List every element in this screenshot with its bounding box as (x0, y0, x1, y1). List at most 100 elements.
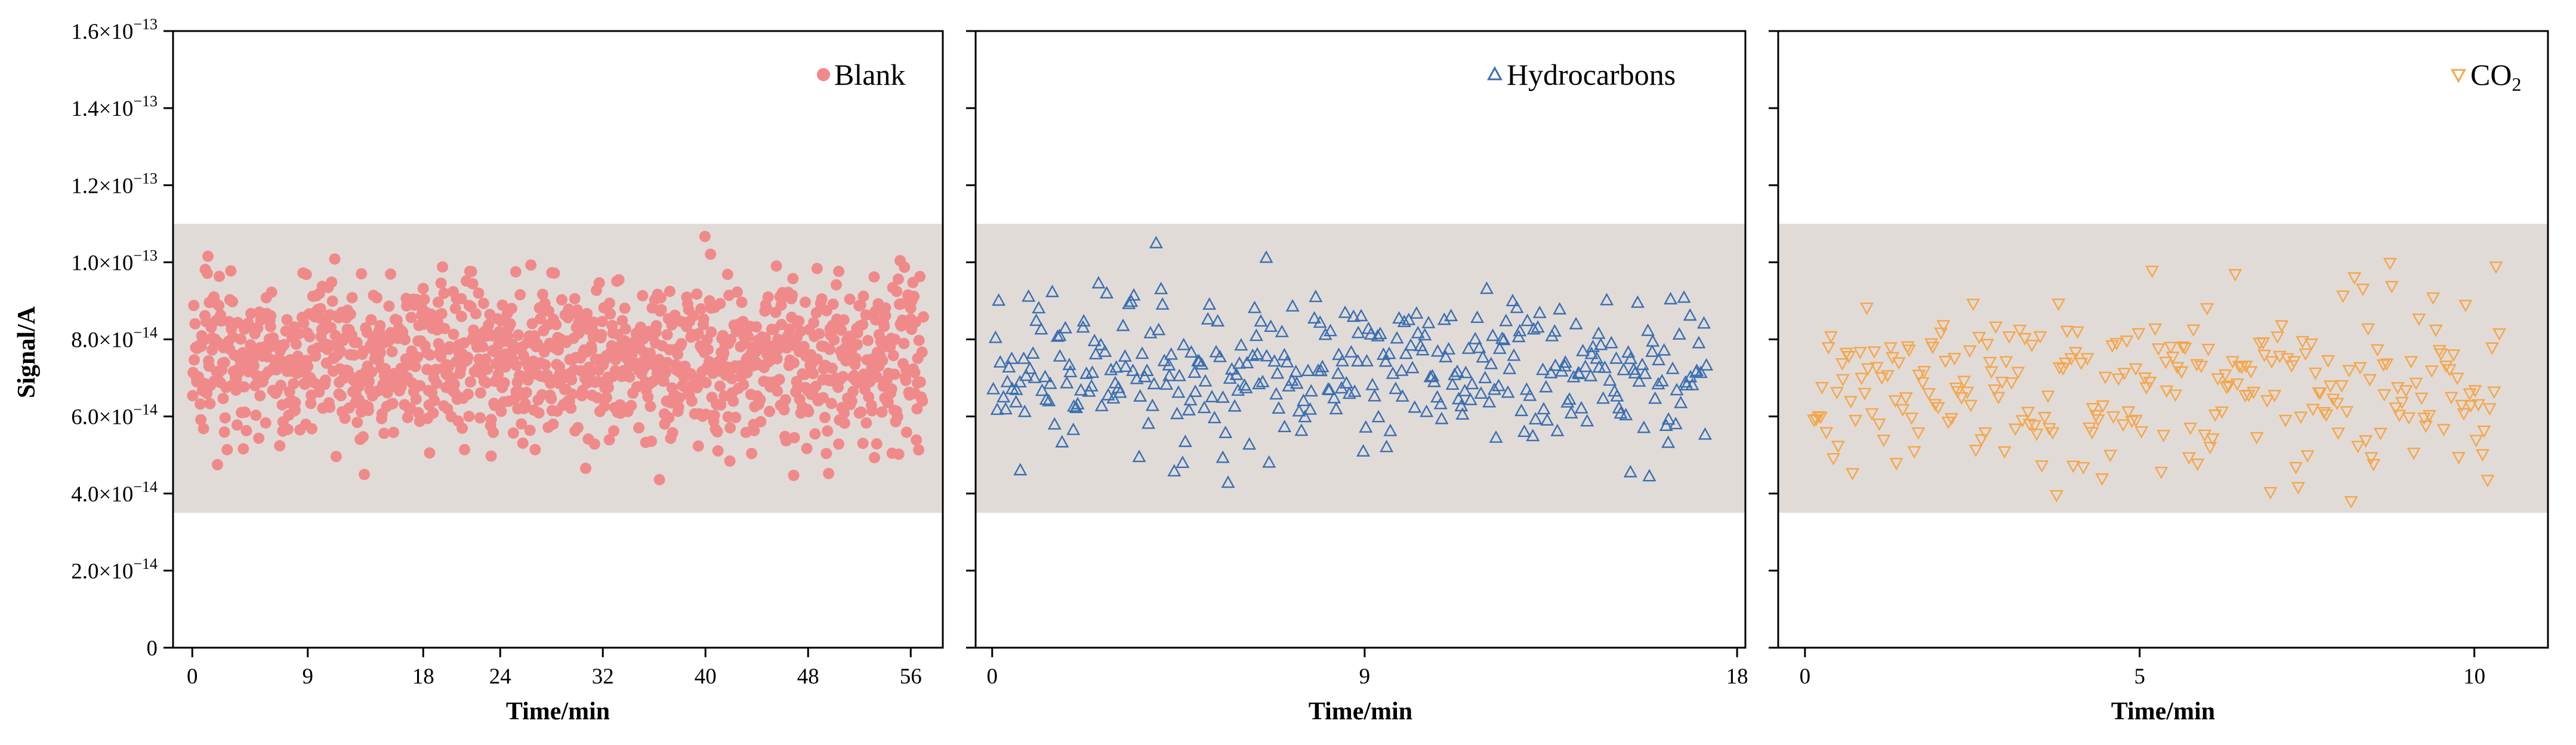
data-point (721, 269, 733, 281)
data-point (1309, 290, 1323, 303)
data-point (838, 417, 850, 429)
data-point (700, 377, 712, 389)
data-point (1899, 392, 1913, 405)
data-point (359, 469, 371, 481)
data-point (213, 300, 225, 312)
data-point (1272, 401, 1286, 414)
data-point (513, 329, 525, 341)
data-point (1211, 314, 1225, 327)
data-point (265, 310, 277, 322)
data-point (1531, 320, 1545, 333)
data-point (1188, 384, 1202, 397)
y-tick-labels: 0 2.0×10−14 4.0×10−14 6.0×10−14 8.0×10−1… (71, 16, 158, 661)
x-axis-title-blank: Time/min (506, 698, 610, 725)
data-point (2154, 466, 2168, 479)
data-point (813, 328, 825, 340)
data-point (339, 412, 351, 424)
data-point (532, 338, 543, 349)
data-point (562, 312, 574, 324)
data-point (371, 292, 382, 304)
data-point (1262, 455, 1276, 468)
panel-2: 0 5 10 (1769, 30, 2549, 689)
data-point (1184, 345, 1198, 358)
data-point (1402, 312, 1416, 325)
data-point (1506, 294, 1520, 307)
data-point (1085, 365, 1100, 378)
data-point (2176, 341, 2190, 354)
data-point (2392, 410, 2407, 423)
data-point (566, 374, 578, 386)
data-point (2426, 292, 2441, 305)
data-point (2183, 422, 2198, 435)
data-point (2008, 423, 2022, 436)
data-point (586, 344, 598, 356)
data-point (1198, 374, 1213, 387)
data-point (2434, 348, 2448, 361)
data-point (608, 425, 620, 437)
data-point (2482, 403, 2497, 416)
data-point (345, 308, 356, 320)
data-point (1912, 370, 1926, 383)
data-point (1267, 354, 1282, 367)
data-point (1858, 387, 1872, 401)
data-point (871, 438, 883, 450)
data-point (775, 299, 787, 311)
data-point (993, 355, 1007, 368)
data-point (2256, 337, 2270, 350)
data-point (1255, 374, 1270, 387)
data-point (1004, 351, 1019, 364)
data-point (278, 338, 290, 350)
data-point (2143, 377, 2157, 389)
data-point (2022, 418, 2037, 432)
data-point (918, 311, 929, 323)
data-point (2300, 450, 2315, 463)
data-point (1124, 294, 1139, 307)
data-point (2422, 410, 2436, 423)
data-point (2211, 373, 2225, 386)
data-point (1023, 361, 1037, 374)
data-point (436, 308, 448, 319)
data-point (823, 343, 835, 355)
data-point (290, 338, 302, 350)
data-point (465, 266, 477, 278)
data-point (2287, 356, 2301, 369)
data-point (556, 294, 567, 306)
data-point (1145, 398, 1159, 411)
data-point (715, 399, 727, 411)
data-point (2228, 269, 2242, 282)
data-point (1294, 423, 1309, 436)
data-point (666, 319, 678, 331)
data-point (1848, 414, 1862, 427)
data-point (1192, 354, 1207, 367)
data-point (2029, 428, 2044, 441)
data-point (878, 321, 890, 333)
x-tick-label: 18 (412, 664, 434, 689)
data-point (506, 303, 517, 315)
data-point (1513, 324, 1527, 337)
data-point (1389, 381, 1403, 395)
data-point (1692, 335, 1706, 349)
data-point (361, 327, 373, 338)
data-point (675, 338, 687, 350)
data-point (793, 315, 805, 327)
data-point (2409, 377, 2423, 390)
data-point (335, 390, 347, 402)
data-point (1492, 378, 1506, 392)
data-point (383, 300, 395, 312)
data-point (1528, 412, 1542, 425)
data-point (1113, 385, 1127, 398)
data-point (2117, 368, 2131, 381)
data-point (1392, 311, 1406, 324)
data-point (613, 274, 625, 286)
data-point (1043, 376, 1057, 389)
data-point (2120, 335, 2134, 348)
data-point (1060, 375, 1074, 389)
data-point (1474, 386, 1488, 399)
data-point (496, 299, 508, 311)
data-point (1365, 377, 1380, 390)
data-point (603, 434, 615, 446)
data-point (1159, 377, 1174, 390)
data-point (1039, 392, 1053, 405)
data-point (1132, 450, 1146, 463)
data-point (319, 374, 331, 386)
